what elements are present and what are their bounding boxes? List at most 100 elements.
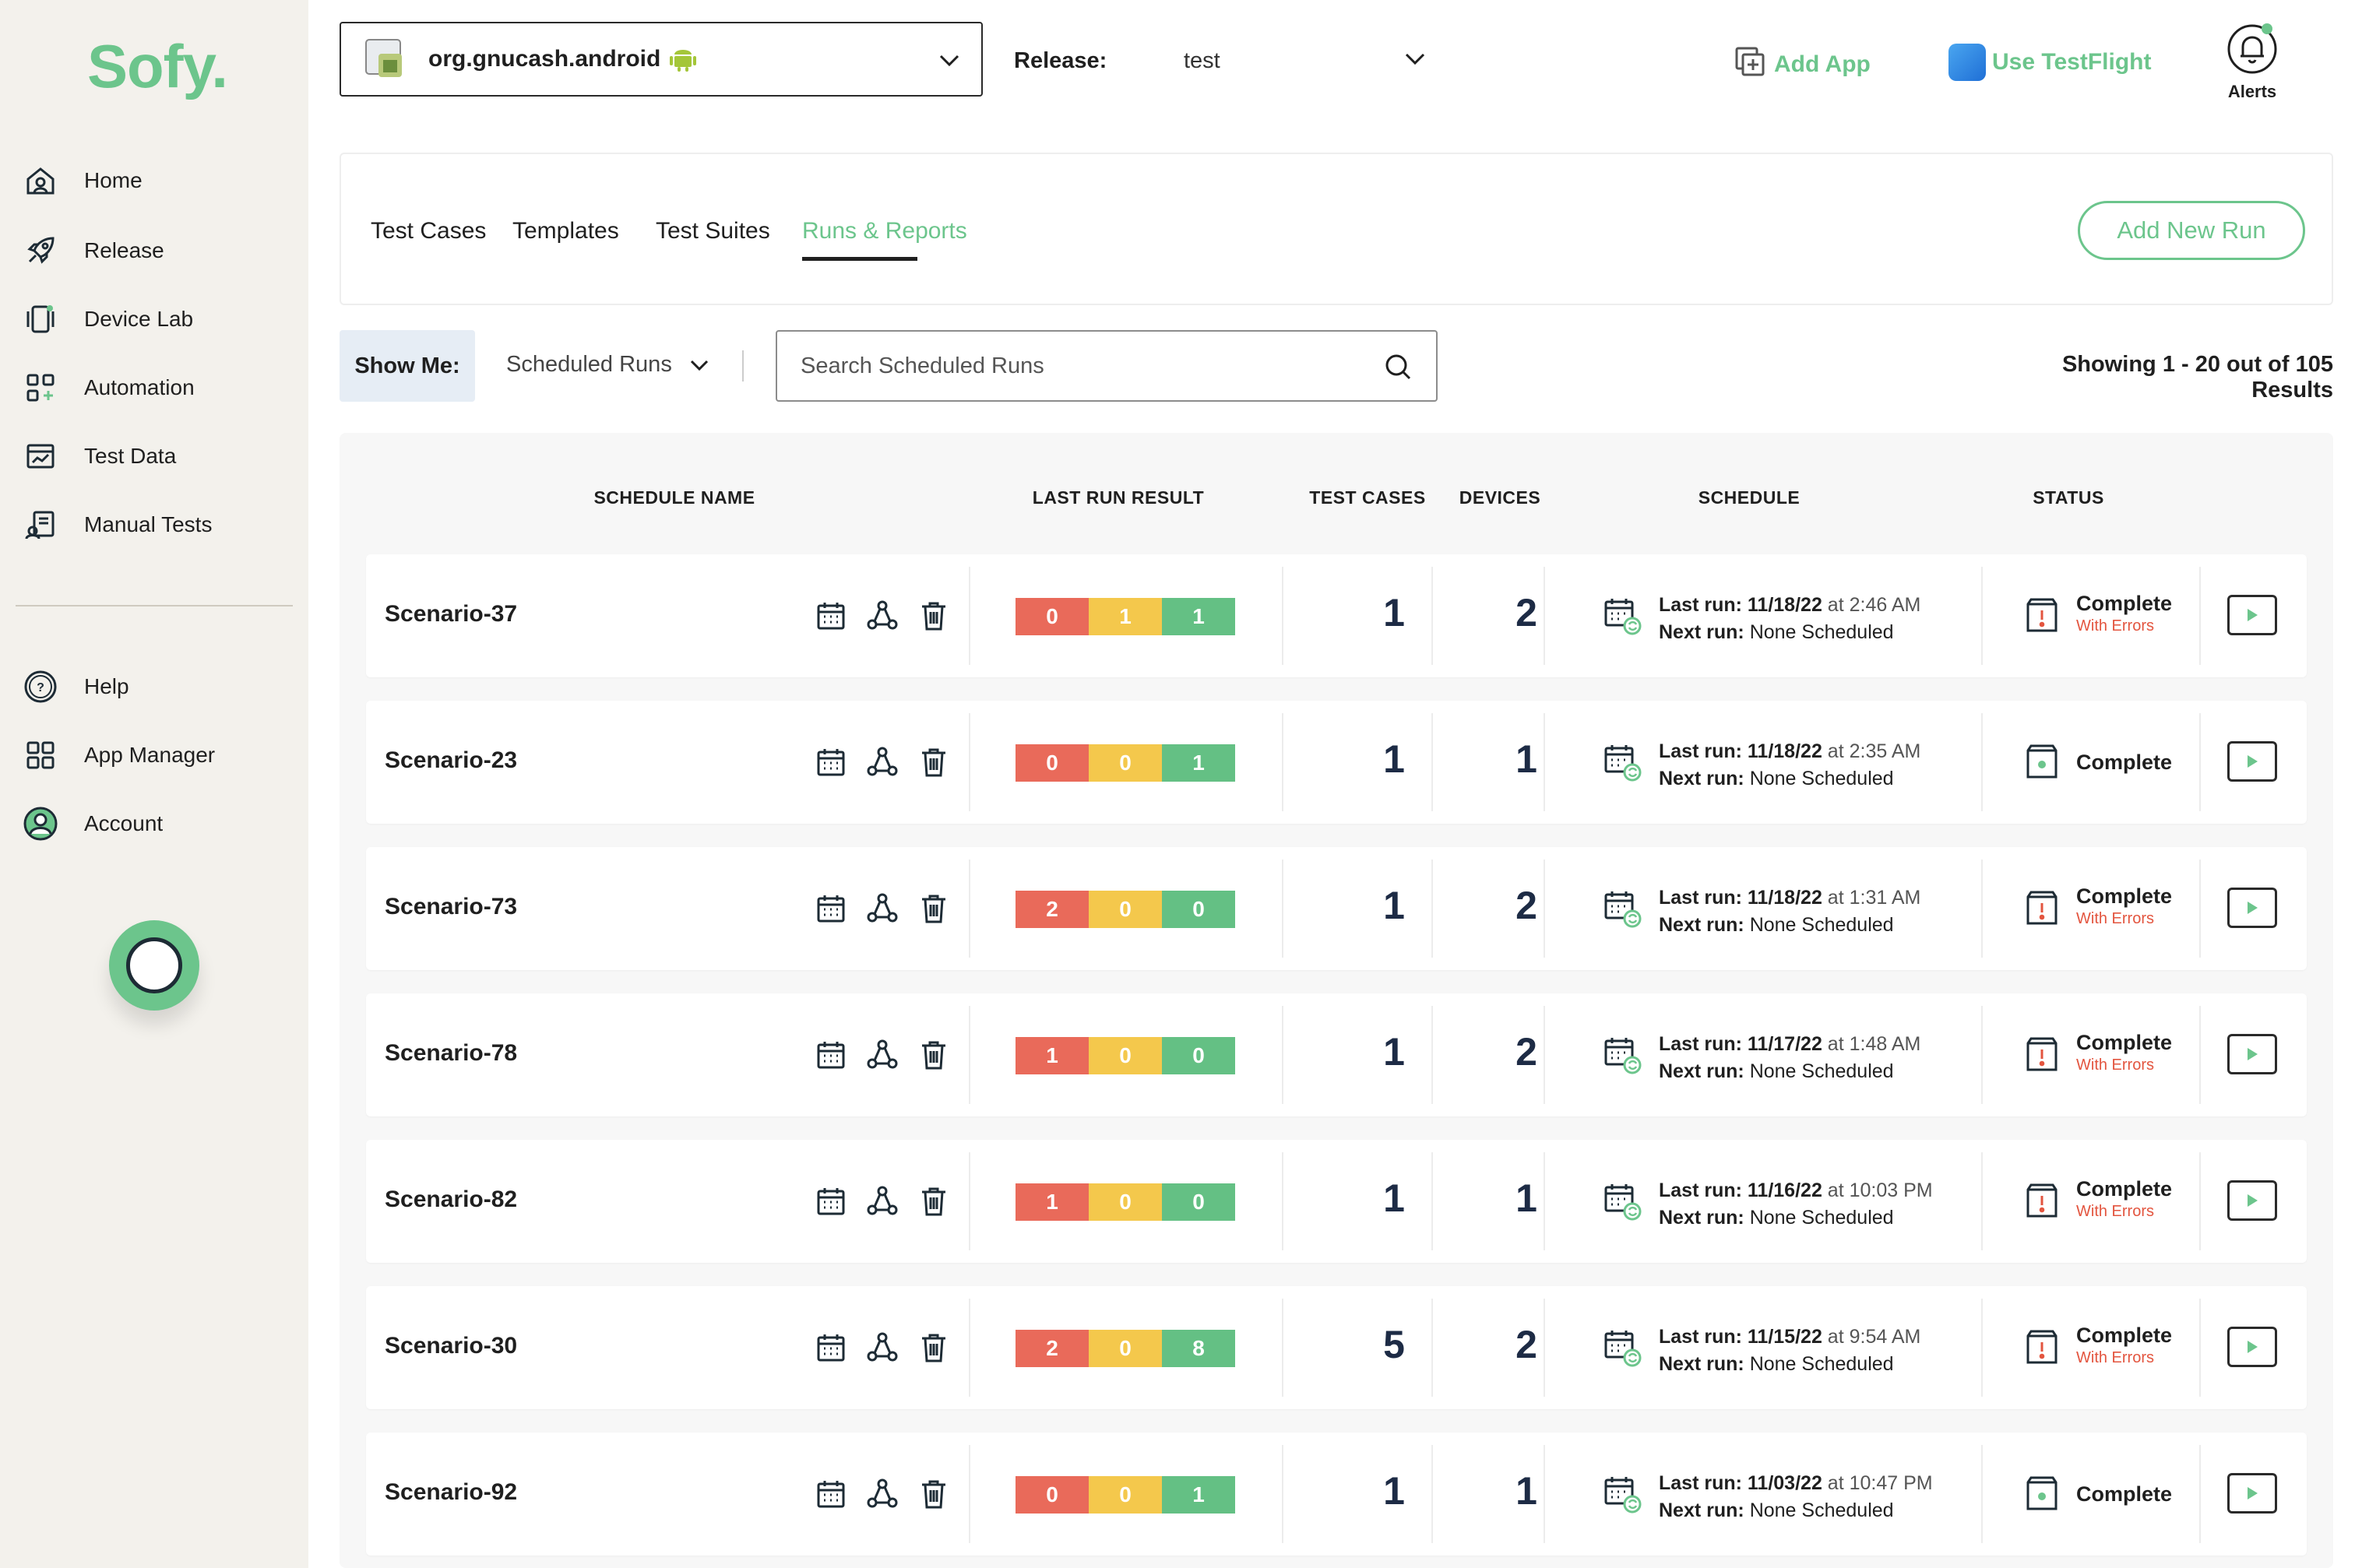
sidebar-item-label: Automation <box>84 375 195 399</box>
trash-icon[interactable] <box>916 1476 952 1512</box>
automation-icon <box>22 369 59 406</box>
calendar-icon[interactable] <box>813 1037 849 1073</box>
trash-icon[interactable] <box>916 598 952 634</box>
column-divider <box>1282 713 1283 811</box>
test-cases-count: 1 <box>1383 884 1405 927</box>
schedule-name[interactable]: Scenario-37 <box>385 601 518 627</box>
sidebar-item-test-data[interactable]: Test Data <box>22 431 176 481</box>
next-run-line: Next run: None Scheduled <box>1659 1207 1894 1229</box>
table-row[interactable]: Scenario-30 2 0 8 5 2 Last run: 11/15 <box>366 1286 2307 1409</box>
play-button[interactable] <box>2227 1180 2277 1221</box>
sidebar-item-device-lab[interactable]: Device Lab <box>22 294 193 344</box>
schedule-info: Last run: 11/18/22 at 2:35 AM Next run: … <box>1659 738 1920 793</box>
testflight-label: Use TestFlight <box>1992 49 2152 75</box>
play-button[interactable] <box>2227 1473 2277 1514</box>
table-row[interactable]: Scenario-78 1 0 0 1 2 Last run: 11/17 <box>366 993 2307 1116</box>
test-cases-count: 1 <box>1383 1030 1405 1074</box>
tab-test-suites[interactable]: Test Suites <box>656 218 770 244</box>
header-schedule[interactable]: SCHEDULE <box>1698 487 1801 508</box>
table-row[interactable]: Scenario-37 0 1 1 1 2 Last run: 11/18 <box>366 554 2307 677</box>
sidebar-item-automation[interactable]: Automation <box>22 363 195 413</box>
calendar-icon[interactable] <box>813 1183 849 1219</box>
trash-icon[interactable] <box>916 1037 952 1073</box>
trash-icon[interactable] <box>916 744 952 780</box>
search-field[interactable] <box>776 330 1438 402</box>
column-divider <box>969 860 970 958</box>
search-icon[interactable] <box>1383 352 1413 385</box>
calendar-icon[interactable] <box>813 891 849 926</box>
sidebar-item-home[interactable]: Home <box>22 156 143 206</box>
status-sublabel: With Errors <box>2076 910 2154 927</box>
table-row[interactable]: Scenario-73 2 0 0 1 2 Last run: 11/18 <box>366 847 2307 970</box>
schedule-name[interactable]: Scenario-23 <box>385 747 518 773</box>
workflow-icon[interactable] <box>864 1037 900 1073</box>
workflow-icon[interactable] <box>864 891 900 926</box>
header-test-cases[interactable]: TEST CASES <box>1309 487 1426 508</box>
schedule-info: Last run: 11/18/22 at 1:31 AM Next run: … <box>1659 884 1920 939</box>
tabs-panel: Test Cases Templates Test Suites Runs & … <box>340 153 2333 305</box>
table-row[interactable]: Scenario-82 1 0 0 1 1 Last run: 11/16 <box>366 1140 2307 1263</box>
play-button[interactable] <box>2227 1327 2277 1367</box>
play-button[interactable] <box>2227 741 2277 782</box>
schedule-name[interactable]: Scenario-82 <box>385 1187 518 1212</box>
chevron-down-icon <box>690 360 708 371</box>
workflow-icon[interactable] <box>864 1476 900 1512</box>
assistant-bot-button[interactable] <box>109 920 199 1011</box>
calendar-icon[interactable] <box>813 1330 849 1366</box>
schedule-name[interactable]: Scenario-73 <box>385 894 518 919</box>
workflow-icon[interactable] <box>864 1183 900 1219</box>
sidebar-item-label: Help <box>84 674 129 698</box>
workflow-icon[interactable] <box>864 598 900 634</box>
column-divider <box>1282 860 1283 958</box>
add-new-run-button[interactable]: Add New Run <box>2078 201 2305 260</box>
warning-count: 0 <box>1089 1183 1162 1221</box>
sidebar-item-manual-tests[interactable]: Manual Tests <box>22 500 212 550</box>
tab-runs-reports[interactable]: Runs & Reports <box>802 218 967 244</box>
header-devices[interactable]: DEVICES <box>1459 487 1541 508</box>
trash-icon[interactable] <box>916 1183 952 1219</box>
calendar-icon[interactable] <box>813 598 849 634</box>
sidebar-item-app-manager[interactable]: App Manager <box>22 730 215 780</box>
last-run-line: Last run: 11/16/22 at 10:03 PM <box>1659 1180 1933 1201</box>
sidebar-item-account[interactable]: Account <box>22 799 163 849</box>
tab-templates[interactable]: Templates <box>512 218 619 244</box>
column-divider <box>969 1299 970 1397</box>
alerts-button[interactable]: Alerts <box>2221 23 2283 102</box>
error-box-icon <box>2026 598 2058 632</box>
play-button[interactable] <box>2227 1034 2277 1074</box>
header-last-run-result[interactable]: LAST RUN RESULT <box>1032 487 1205 508</box>
play-button[interactable] <box>2227 888 2277 928</box>
sidebar-item-release[interactable]: Release <box>22 226 164 276</box>
column-divider <box>1544 860 1545 958</box>
calendar-icon[interactable] <box>813 744 849 780</box>
error-box-icon <box>2026 891 2058 925</box>
search-input[interactable] <box>801 353 1377 379</box>
add-app-button[interactable]: Add App <box>1734 45 1871 84</box>
app-selector[interactable]: org.gnucash.android <box>340 22 983 97</box>
trash-icon[interactable] <box>916 1330 952 1366</box>
calendar-icon[interactable] <box>813 1476 849 1512</box>
workflow-icon[interactable] <box>864 744 900 780</box>
schedule-name[interactable]: Scenario-78 <box>385 1040 518 1066</box>
column-divider <box>1282 1299 1283 1397</box>
header-status[interactable]: STATUS <box>2033 487 2104 508</box>
header-schedule-name[interactable]: SCHEDULE NAME <box>593 487 755 508</box>
schedule-name[interactable]: Scenario-92 <box>385 1479 518 1505</box>
android-icon <box>670 44 697 76</box>
sidebar-item-help[interactable]: ? Help <box>22 662 129 712</box>
play-icon <box>2248 755 2258 768</box>
schedule-name[interactable]: Scenario-30 <box>385 1333 518 1359</box>
table-row[interactable]: Scenario-92 0 0 1 1 1 Last run: 11/03 <box>366 1433 2307 1556</box>
show-me-select[interactable]: Scheduled Runs <box>506 352 711 378</box>
workflow-icon[interactable] <box>864 1330 900 1366</box>
home-icon <box>22 162 59 199</box>
table-row[interactable]: Scenario-23 0 0 1 1 1 Last run: 11/18 <box>366 701 2307 824</box>
use-testflight-button[interactable]: Use TestFlight <box>1948 44 2151 81</box>
tab-test-cases[interactable]: Test Cases <box>371 218 487 244</box>
chevron-down-icon[interactable] <box>1402 45 1428 76</box>
release-select[interactable]: test <box>1184 48 1220 73</box>
play-button[interactable] <box>2227 595 2277 635</box>
schedule-calendar-icon <box>1603 889 1643 933</box>
trash-icon[interactable] <box>916 891 952 926</box>
sofy-logo[interactable]: Sofy. <box>87 32 228 100</box>
